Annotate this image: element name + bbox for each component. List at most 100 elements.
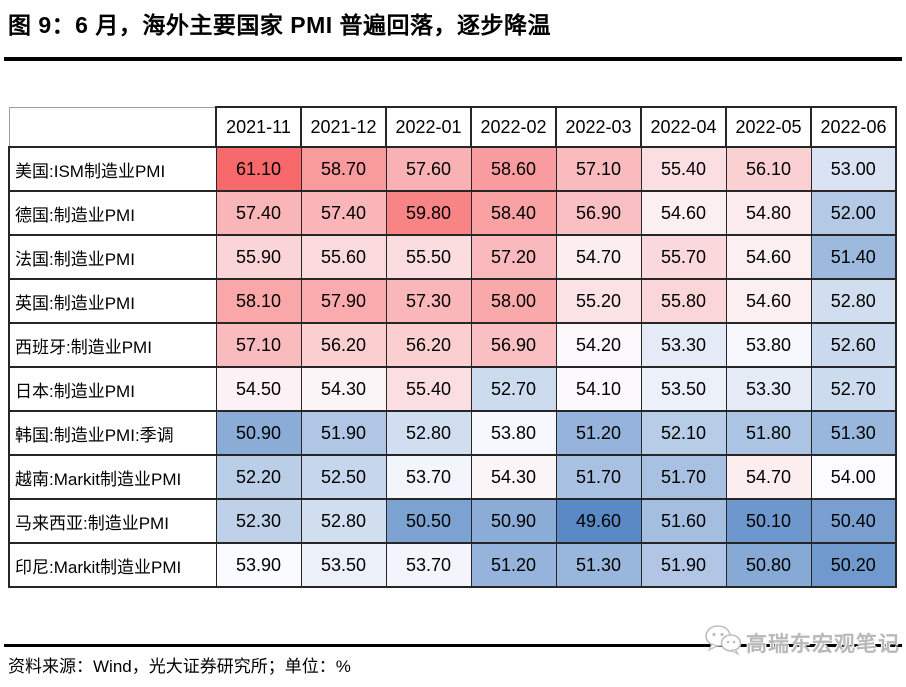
watermark: 高瑞东宏观笔记	[704, 624, 900, 661]
column-header: 2022-04	[640, 106, 727, 148]
pmi-value-cell: 51.20	[470, 542, 557, 588]
pmi-value-cell: 57.30	[385, 278, 472, 324]
row-label: 美国:ISM制造业PMI	[8, 146, 217, 192]
row-label: 韩国:制造业PMI:季调	[8, 410, 217, 456]
pmi-value-cell: 59.80	[385, 190, 472, 236]
pmi-value-cell: 54.60	[725, 278, 812, 324]
pmi-value-cell: 55.50	[385, 234, 472, 280]
pmi-value-cell: 56.20	[300, 322, 387, 368]
pmi-value-cell: 53.70	[385, 542, 472, 588]
pmi-value-cell: 51.70	[555, 454, 642, 500]
pmi-value-cell: 57.10	[555, 146, 642, 192]
pmi-value-cell: 56.10	[725, 146, 812, 192]
table-row: 西班牙:制造业PMI 57.10 56.20 56.20 56.90 54.20 53.30…	[8, 322, 897, 368]
row-label: 英国:制造业PMI	[8, 278, 217, 324]
column-header: 2021-12	[300, 106, 387, 148]
pmi-value-cell: 52.80	[385, 410, 472, 456]
pmi-value-cell: 55.20	[555, 278, 642, 324]
header-row: 2021-11 2021-12 2022-01 2022-02 2022-03 2022-…	[8, 106, 897, 148]
pmi-value-cell: 52.50	[300, 454, 387, 500]
pmi-value-cell: 57.60	[385, 146, 472, 192]
table-body: 美国:ISM制造业PMI 61.10 58.70 57.60 58.60 57.10 55.…	[8, 146, 897, 588]
row-label: 越南:Markit制造业PMI	[8, 454, 217, 500]
pmi-value-cell: 53.00	[810, 146, 897, 192]
pmi-value-cell: 57.20	[470, 234, 557, 280]
pmi-value-cell: 56.90	[555, 190, 642, 236]
source-note: 资料来源：Wind，光大证券研究所；单位：%	[8, 657, 351, 676]
pmi-value-cell: 58.40	[470, 190, 557, 236]
pmi-value-cell: 54.70	[725, 454, 812, 500]
pmi-value-cell: 52.70	[810, 366, 897, 412]
pmi-value-cell: 54.20	[555, 322, 642, 368]
pmi-value-cell: 57.90	[300, 278, 387, 324]
pmi-value-cell: 50.80	[725, 542, 812, 588]
table-row: 日本:制造业PMI 54.50 54.30 55.40 52.70 54.10 53.50 5…	[8, 366, 897, 412]
pmi-value-cell: 52.60	[810, 322, 897, 368]
pmi-value-cell: 50.10	[725, 498, 812, 544]
pmi-value-cell: 51.30	[810, 410, 897, 456]
pmi-value-cell: 53.50	[640, 366, 727, 412]
column-header: 2021-11	[215, 106, 302, 148]
pmi-value-cell: 54.50	[215, 366, 302, 412]
pmi-value-cell: 52.20	[215, 454, 302, 500]
pmi-value-cell: 55.40	[640, 146, 727, 192]
pmi-value-cell: 51.30	[555, 542, 642, 588]
pmi-value-cell: 58.60	[470, 146, 557, 192]
table-row: 印尼:Markit制造业PMI 53.90 53.50 53.70 51.20 51.30…	[8, 542, 897, 588]
pmi-value-cell: 52.80	[300, 498, 387, 544]
pmi-value-cell: 53.30	[640, 322, 727, 368]
pmi-value-cell: 55.80	[640, 278, 727, 324]
pmi-value-cell: 61.10	[215, 146, 302, 192]
column-header: 2022-05	[725, 106, 812, 148]
row-label: 法国:制造业PMI	[8, 234, 217, 280]
pmi-value-cell: 55.70	[640, 234, 727, 280]
table-row: 马来西亚:制造业PMI 52.30 52.80 50.50 50.90 49.60 51.6…	[8, 498, 897, 544]
pmi-value-cell: 54.60	[725, 234, 812, 280]
pmi-value-cell: 54.80	[725, 190, 812, 236]
pmi-value-cell: 53.80	[470, 410, 557, 456]
table-row: 法国:制造业PMI 55.90 55.60 55.50 57.20 54.70 55.70 5…	[8, 234, 897, 280]
pmi-value-cell: 54.00	[810, 454, 897, 500]
pmi-value-cell: 50.40	[810, 498, 897, 544]
row-label: 马来西亚:制造业PMI	[8, 498, 217, 544]
pmi-value-cell: 51.60	[640, 498, 727, 544]
table-row: 英国:制造业PMI 58.10 57.90 57.30 58.00 55.20 55.80 5…	[8, 278, 897, 324]
pmi-value-cell: 58.00	[470, 278, 557, 324]
pmi-value-cell: 53.90	[215, 542, 302, 588]
pmi-value-cell: 50.90	[215, 410, 302, 456]
pmi-value-cell: 52.00	[810, 190, 897, 236]
table-header: 2021-11 2021-12 2022-01 2022-02 2022-03 2022-…	[8, 106, 897, 148]
pmi-value-cell: 52.70	[470, 366, 557, 412]
table-row: 美国:ISM制造业PMI 61.10 58.70 57.60 58.60 57.10 55.…	[8, 146, 897, 192]
column-header: 2022-03	[555, 106, 642, 148]
pmi-value-cell: 53.30	[725, 366, 812, 412]
row-label: 印尼:Markit制造业PMI	[8, 542, 217, 588]
pmi-value-cell: 50.50	[385, 498, 472, 544]
pmi-value-cell: 55.60	[300, 234, 387, 280]
figure-title: 图 9：6 月，海外主要国家 PMI 普遍回落，逐步降温	[8, 12, 552, 38]
pmi-value-cell: 51.90	[640, 542, 727, 588]
row-label: 西班牙:制造业PMI	[8, 322, 217, 368]
pmi-value-cell: 56.20	[385, 322, 472, 368]
pmi-value-cell: 52.30	[215, 498, 302, 544]
pmi-value-cell: 50.20	[810, 542, 897, 588]
pmi-value-cell: 54.60	[640, 190, 727, 236]
pmi-value-cell: 51.90	[300, 410, 387, 456]
title-divider	[4, 57, 902, 61]
row-label: 日本:制造业PMI	[8, 366, 217, 412]
watermark-label: 高瑞东宏观笔记	[746, 632, 900, 656]
table-row: 德国:制造业PMI 57.40 57.40 59.80 58.40 56.90 54.60 5…	[8, 190, 897, 236]
pmi-value-cell: 54.10	[555, 366, 642, 412]
pmi-value-cell: 52.10	[640, 410, 727, 456]
table-row: 越南:Markit制造业PMI 52.20 52.50 53.70 54.30 51.70…	[8, 454, 897, 500]
pmi-value-cell: 57.10	[215, 322, 302, 368]
pmi-value-cell: 57.40	[300, 190, 387, 236]
pmi-value-cell: 52.80	[810, 278, 897, 324]
pmi-value-cell: 53.50	[300, 542, 387, 588]
pmi-value-cell: 51.20	[555, 410, 642, 456]
row-label: 德国:制造业PMI	[8, 190, 217, 236]
wechat-icon	[704, 624, 742, 661]
column-header: 2022-01	[385, 106, 472, 148]
pmi-value-cell: 57.40	[215, 190, 302, 236]
